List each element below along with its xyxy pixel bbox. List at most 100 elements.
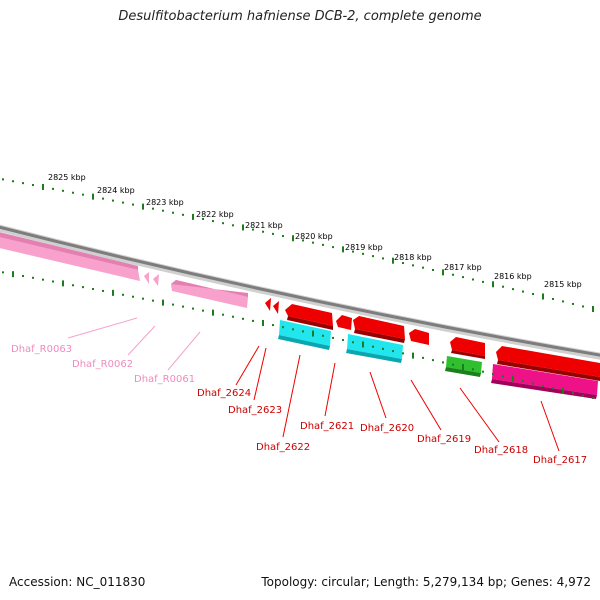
gene-label-lines — [67, 317, 560, 452]
major-tick — [592, 305, 594, 312]
kbp-label: 2816 kbp — [494, 272, 532, 281]
minor-tick — [192, 307, 194, 310]
gene-label-2619[interactable]: Dhaf_2619 — [417, 434, 471, 445]
leader-line-2623 — [253, 347, 267, 401]
minor-tick — [432, 269, 434, 272]
minor-tick — [102, 197, 104, 200]
minor-tick — [342, 339, 344, 342]
minor-tick — [582, 394, 584, 397]
kbp-label: 2819 kbp — [345, 243, 383, 252]
minor-tick — [382, 347, 384, 350]
leader-line-R0062 — [127, 325, 156, 356]
major-tick — [442, 269, 444, 276]
minor-tick — [152, 299, 154, 302]
kbp-scale-labels: 2825 kbp 2824 kbp 2823 kbp 2822 kbp 2821… — [48, 173, 582, 289]
gene-label-2620[interactable]: Dhaf_2620 — [360, 423, 414, 434]
minor-tick — [202, 309, 204, 312]
minor-tick — [152, 207, 154, 210]
minor-tick — [52, 280, 54, 283]
minor-tick — [222, 222, 224, 225]
minor-tick — [452, 363, 454, 366]
minor-tick — [22, 274, 24, 277]
minor-tick — [352, 250, 354, 253]
minor-tick — [32, 184, 34, 187]
minor-tick — [112, 199, 114, 202]
minor-tick — [32, 276, 34, 279]
kbp-label: 2824 kbp — [97, 186, 135, 195]
major-tick — [12, 271, 14, 278]
kbp-label: 2823 kbp — [146, 198, 184, 207]
minor-tick — [532, 382, 534, 385]
gene-label-2621[interactable]: Dhaf_2621 — [300, 421, 354, 432]
leader-line-2621 — [324, 362, 336, 417]
major-tick — [42, 183, 44, 190]
minor-tick — [432, 359, 434, 362]
minor-tick — [62, 189, 64, 192]
leader-line-2620 — [369, 371, 387, 419]
cyan-feature-2620 — [347, 334, 403, 359]
minor-tick — [322, 243, 324, 246]
minor-tick — [402, 262, 404, 265]
gene-label-R0061[interactable]: Dhaf_R0061 — [134, 374, 195, 385]
minor-tick — [552, 387, 554, 390]
major-tick — [462, 364, 464, 371]
minor-tick — [522, 290, 524, 293]
minor-tick — [172, 303, 174, 306]
gene-label-2622[interactable]: Dhaf_2622 — [256, 442, 310, 453]
secondary-feature-track — [278, 320, 598, 399]
leader-line-R0061 — [167, 331, 201, 371]
minor-tick — [572, 302, 574, 305]
minor-tick — [362, 252, 364, 255]
cds-feature-2621-red — [336, 315, 352, 330]
minor-tick — [232, 315, 234, 318]
minor-tick — [542, 384, 544, 387]
minor-tick — [182, 305, 184, 308]
minor-tick — [452, 273, 454, 276]
cds-feature-2618-red-shade — [451, 350, 485, 359]
major-tick — [412, 352, 414, 359]
major-tick — [542, 293, 544, 300]
minor-tick — [92, 288, 94, 291]
minor-tick — [302, 239, 304, 242]
upper-tick-track — [2, 178, 594, 312]
kbp-label: 2817 kbp — [444, 263, 482, 272]
minor-tick — [562, 300, 564, 303]
minor-tick — [512, 288, 514, 291]
minor-tick — [422, 266, 424, 269]
cds-feature-2617-red — [496, 346, 600, 377]
gene-labels: Dhaf_R0063 Dhaf_R0062 Dhaf_R0061 Dhaf_26… — [11, 344, 587, 466]
minor-tick — [242, 317, 244, 320]
minor-tick — [422, 356, 424, 359]
minor-tick — [412, 264, 414, 267]
minor-tick — [382, 257, 384, 260]
major-tick — [292, 235, 294, 242]
gene-label-2617[interactable]: Dhaf_2617 — [533, 455, 587, 466]
major-tick — [362, 341, 364, 348]
lower-tick-track — [2, 271, 594, 400]
rna-feature-R0061 — [171, 280, 248, 308]
minor-tick — [582, 305, 584, 308]
minor-tick — [442, 361, 444, 364]
minor-tick — [532, 293, 534, 296]
gene-label-2623[interactable]: Dhaf_2623 — [228, 405, 282, 416]
gene-label-R0063[interactable]: Dhaf_R0063 — [11, 344, 72, 355]
major-tick — [162, 299, 164, 306]
leader-line-2617 — [540, 400, 560, 452]
minor-tick — [472, 278, 474, 281]
cds-arrow-2624 — [265, 298, 271, 311]
gene-label-2618[interactable]: Dhaf_2618 — [474, 445, 528, 456]
gene-label-R0062[interactable]: Dhaf_R0062 — [72, 359, 133, 370]
minor-tick — [502, 285, 504, 288]
cds-feature-track — [265, 298, 600, 381]
cds-feature-2619-red — [409, 329, 429, 345]
accession-text: Accession: NC_011830 — [9, 575, 146, 589]
cds-feature-2622-red — [285, 304, 333, 326]
minor-tick — [222, 313, 224, 316]
minor-tick — [122, 201, 124, 204]
minor-tick — [82, 286, 84, 289]
leader-line-2619 — [410, 379, 442, 431]
kbp-label: 2820 kbp — [295, 232, 333, 241]
genome-backbone-core — [0, 225, 600, 357]
gene-label-2624[interactable]: Dhaf_2624 — [197, 388, 251, 399]
leader-line-2618 — [459, 387, 500, 443]
